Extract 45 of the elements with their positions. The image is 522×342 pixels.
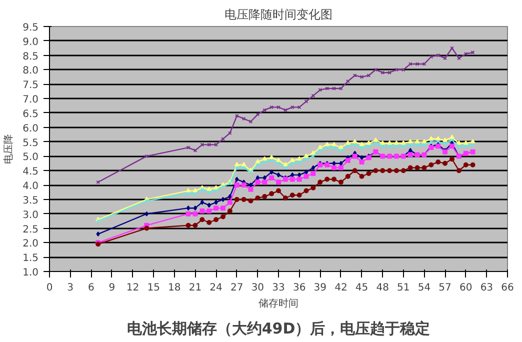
y-tick-label: 9.5 xyxy=(22,22,39,34)
y-axis-title: 电压降 xyxy=(2,134,15,164)
y-tick-label: 1.0 xyxy=(22,268,39,278)
y-tick-label: 8.0 xyxy=(22,66,39,77)
x-tick-label: 51 xyxy=(397,282,410,294)
y-tick-label: 4.5 xyxy=(22,166,39,178)
y-tick-label: 5.5 xyxy=(22,138,39,149)
x-tick-label: 21 xyxy=(188,282,202,294)
x-tick-label: 0 xyxy=(46,282,53,294)
y-tick-label: 6.0 xyxy=(22,123,39,134)
y-tick-label: 4.0 xyxy=(22,181,39,192)
x-tick-label: 45 xyxy=(355,282,368,294)
x-tick-label: 3 xyxy=(67,282,74,294)
x-tick-label: 15 xyxy=(147,282,160,294)
y-tick-label: 6.5 xyxy=(22,108,39,120)
x-tick-label: 9 xyxy=(108,282,116,294)
y-tick-label: 1.5 xyxy=(22,253,39,264)
x-tick-label: 18 xyxy=(168,282,181,294)
x-tick-label: 24 xyxy=(210,282,222,294)
y-tick-label: 2.5 xyxy=(22,224,39,236)
y-tick-label: 7.5 xyxy=(22,80,39,92)
y-tick-label: 7.0 xyxy=(22,94,39,106)
x-tick-label: 30 xyxy=(251,282,264,294)
y-tick-label: 3.5 xyxy=(22,195,39,206)
x-tick-label: 42 xyxy=(334,282,348,294)
x-tick-label: 48 xyxy=(376,282,389,294)
x-tick-label: 39 xyxy=(314,282,327,294)
x-tick-label: 57 xyxy=(438,282,452,294)
x-tick-label: 54 xyxy=(418,282,431,294)
x-tick-label: 6 xyxy=(88,282,94,294)
x-tick-label: 63 xyxy=(480,282,494,294)
y-tick-label: 8.5 xyxy=(22,51,39,62)
chart-title: 电压降随时间变化图 xyxy=(224,8,332,22)
x-tick-label: 12 xyxy=(126,282,140,294)
x-tick-label: 33 xyxy=(272,282,285,294)
y-tick-label: 5.0 xyxy=(22,152,39,164)
text: 电池长期储存（大约49D）后，电压趋于稳定 xyxy=(126,320,430,338)
y-tick-label: 3.0 xyxy=(22,210,39,221)
x-axis-title: 储存时间 xyxy=(258,298,298,310)
x-tick-label: 66 xyxy=(501,282,514,294)
x-tick-label: 36 xyxy=(292,282,306,294)
y-tick-label: 9.0 xyxy=(22,36,39,48)
y-tick-label: 2.0 xyxy=(22,238,39,250)
x-tick-label: 27 xyxy=(230,282,244,294)
x-tick-label: 60 xyxy=(460,282,472,294)
